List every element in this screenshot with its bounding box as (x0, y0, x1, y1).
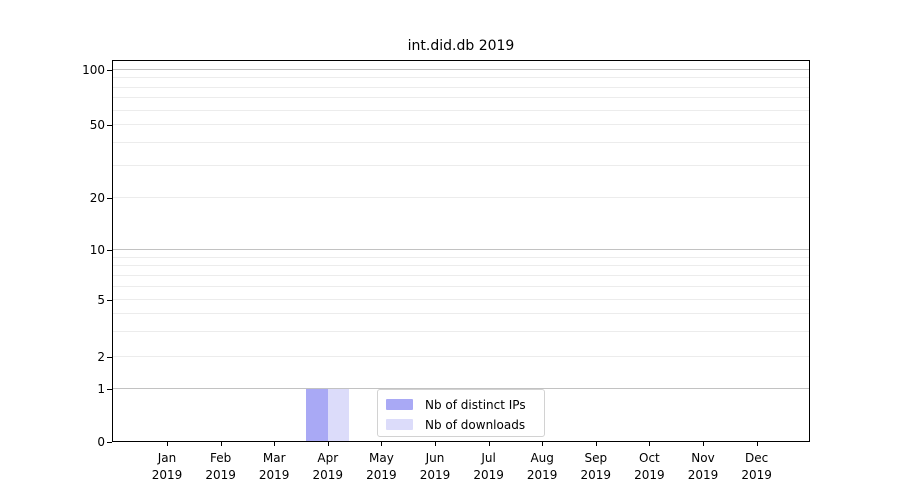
y-axis-tick (107, 70, 112, 71)
y-axis-tick-label: 1 (97, 382, 105, 396)
y-axis-tick (107, 250, 112, 251)
x-axis-tick-label: Mar 2019 (258, 451, 290, 482)
y-axis-tick (107, 125, 112, 126)
y-axis-tick (107, 442, 112, 443)
chart-title: int.did.db 2019 (407, 38, 515, 54)
gridline-minor (113, 97, 809, 99)
y-axis-tick-label: 100 (82, 63, 105, 77)
y-axis-tick (107, 198, 112, 199)
x-axis-tick-label: Nov 2019 (687, 451, 719, 482)
gridline-minor (113, 86, 809, 88)
x-axis-tick (488, 442, 490, 446)
gridline-minor (113, 356, 809, 357)
x-axis-tick (542, 442, 544, 446)
x-axis-tick (435, 442, 436, 446)
legend-swatch (386, 419, 413, 430)
gridline-minor (113, 274, 809, 276)
y-axis-tick-label: 20 (89, 191, 105, 205)
x-axis-tick-label: Jan 2019 (151, 451, 183, 482)
x-axis-tick (274, 442, 276, 446)
gridline-minor (113, 124, 809, 125)
y-axis-tick-label: 50 (89, 118, 105, 132)
bar-distinct-ips (306, 389, 328, 441)
x-axis-tick (756, 442, 758, 446)
y-axis-tick-label: 5 (97, 293, 105, 307)
x-axis-tick-label: Feb 2019 (205, 451, 236, 482)
legend-label: Nb of distinct IPs (425, 397, 526, 412)
gridline-minor (113, 109, 809, 111)
x-axis-tick (167, 442, 168, 446)
x-axis-tick-label: Jun 2019 (419, 451, 451, 482)
gridline-minor (113, 164, 809, 166)
gridline-minor (113, 77, 809, 79)
x-axis-tick (595, 442, 597, 446)
y-axis-tick (107, 357, 112, 358)
gridline-major (113, 388, 809, 389)
plot-area (112, 60, 810, 442)
legend-label: Nb of downloads (425, 417, 526, 432)
gridline-minor (113, 285, 809, 287)
x-axis-tick-label: Apr 2019 (312, 451, 344, 482)
legend-item: Nb of downloads (386, 416, 544, 433)
bar-downloads (327, 389, 350, 441)
legend: Nb of distinct IPs Nb of downloads (377, 389, 545, 437)
x-axis-tick-label: Aug 2019 (526, 451, 558, 482)
y-axis-tick (107, 300, 112, 301)
x-axis-tick-label: Oct 2019 (634, 451, 665, 482)
x-axis-tick-label: May 2019 (366, 451, 397, 482)
legend-item: Nb of distinct IPs (386, 396, 544, 413)
x-axis-tick (703, 442, 704, 446)
y-axis-tick (107, 389, 112, 390)
x-axis-tick (381, 442, 383, 446)
x-axis-tick (220, 442, 222, 446)
x-axis-tick-label: Sep 2019 (580, 451, 612, 482)
x-axis-tick-label: Jul 2019 (473, 451, 504, 482)
y-axis-tick-label: 0 (97, 435, 105, 449)
x-axis-tick (327, 442, 329, 446)
gridline-minor (113, 299, 809, 300)
gridline-minor (113, 312, 809, 314)
gridline-minor (113, 197, 809, 198)
x-axis-tick-label: Dec 2019 (741, 451, 772, 482)
gridline-minor (113, 141, 809, 143)
y-axis-tick-label: 10 (89, 243, 105, 257)
gridline-major (113, 69, 809, 70)
gridline-minor (113, 330, 809, 332)
legend-swatch (386, 399, 413, 410)
gridline-minor (113, 265, 809, 267)
gridline-major (113, 249, 809, 250)
gridline-minor (113, 256, 809, 258)
y-axis-tick-label: 2 (97, 350, 105, 364)
x-axis-tick (649, 442, 651, 446)
